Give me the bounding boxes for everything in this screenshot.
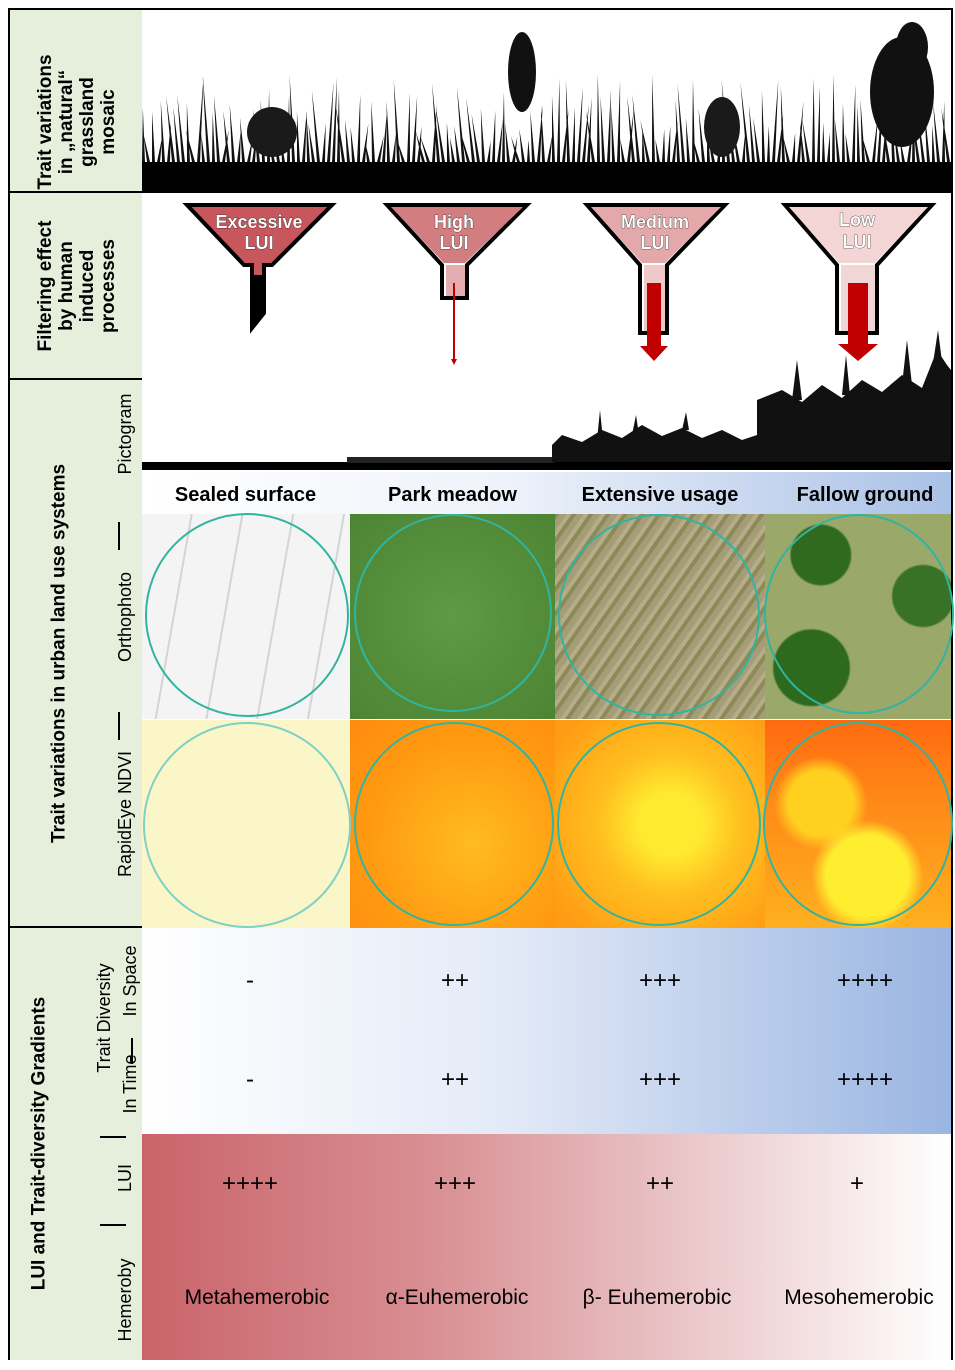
divider	[100, 1224, 126, 1226]
plot-circle	[354, 514, 552, 712]
trait-time-value: -	[246, 1066, 254, 1093]
plot-circle	[763, 722, 953, 926]
label-orthophoto: Orthophoto	[115, 571, 135, 663]
plot-circle	[764, 514, 954, 714]
funnel-label: Excessive	[215, 212, 302, 232]
trait-diversity-band	[142, 928, 951, 1134]
label-in-space: In Space	[120, 945, 140, 1017]
label-in-time: In Time	[120, 1054, 140, 1114]
plot-circle	[354, 722, 554, 926]
column-header-fallow: Fallow ground	[796, 484, 934, 506]
label-line: processes	[98, 239, 119, 334]
label-lui-trait-gradients: LUI and Trait-diversity Gradients	[28, 996, 50, 1291]
hemeroby-value: Metahemerobic	[184, 1286, 330, 1309]
lui-hemeroby-band	[142, 1134, 951, 1360]
lui-value: ++++	[221, 1170, 279, 1197]
column-header-band	[142, 472, 951, 514]
funnel-label: Low	[839, 210, 876, 230]
trait-time-value: ++++	[836, 1066, 894, 1093]
label-trait-diversity: Trait Diversity	[94, 963, 114, 1073]
label-line: induced	[77, 249, 98, 323]
funnel-medium-lui	[582, 203, 730, 361]
funnel-label: LUI	[245, 233, 274, 253]
hemeroby-value: α-Euhemerobic	[385, 1286, 529, 1309]
hemeroby-value: Mesohemerobic	[784, 1286, 934, 1309]
funnel-label: LUI	[843, 232, 872, 252]
divider	[100, 1136, 126, 1138]
lui-value: +++	[433, 1170, 477, 1197]
trait-space-value: ++	[440, 967, 470, 994]
side-cell-filtering: Filtering effect by human induced proces…	[10, 193, 142, 380]
trait-space-value: -	[246, 967, 254, 994]
divider	[118, 522, 120, 550]
label-line: grassland	[77, 77, 98, 167]
trait-space-value: +++	[638, 967, 682, 994]
divider	[118, 712, 120, 740]
label-line: mosaic	[98, 89, 119, 155]
plot-circle	[145, 513, 349, 717]
funnel-label: LUI	[440, 233, 469, 253]
funnel-high-lui	[382, 203, 532, 365]
grassland-silhouette	[142, 22, 951, 193]
lui-value: +	[849, 1170, 864, 1197]
plot-circle	[558, 514, 760, 716]
label-rapideye-ndvi: RapidEye NDVI	[115, 750, 135, 878]
column-header-extensive: Extensive usage	[581, 484, 739, 506]
label-natural-grassland: Trait variations in „natural“ grassland …	[35, 34, 119, 210]
lui-value: ++	[645, 1170, 675, 1197]
trait-space-value: ++++	[836, 967, 894, 994]
label-line: by human	[56, 241, 77, 331]
side-cell-natural: Trait variations in „natural“ grassland …	[10, 10, 142, 193]
funnel-low-lui	[780, 203, 937, 361]
label-lui: LUI	[115, 1164, 135, 1193]
label-urban-trait-variations: Trait variations in urban land use syste…	[48, 463, 70, 844]
column-header-sealed: Sealed surface	[174, 484, 317, 506]
side-cell-urban: Trait variations in urban land use syste…	[10, 380, 142, 928]
label-line: Filtering effect	[35, 220, 56, 352]
label-hemeroby: Hemeroby	[115, 1258, 135, 1342]
column-header-park: Park meadow	[388, 484, 517, 506]
hemeroby-value: β- Euhemerobic	[582, 1286, 732, 1309]
trait-time-value: +++	[638, 1066, 682, 1093]
funnel-label: LUI	[641, 233, 670, 253]
funnel-label: Medium	[621, 212, 689, 232]
funnel-diagram: Excessive LUI High LUI Medium LUI Low LU…	[182, 203, 937, 365]
divider	[131, 1038, 133, 1064]
trait-time-value: ++	[440, 1066, 470, 1093]
pictogram-row	[142, 330, 951, 470]
side-cell-gradients: LUI and Trait-diversity Gradients Trait …	[10, 928, 142, 1360]
label-line: in „natural“	[56, 69, 77, 175]
funnel-label: High	[434, 212, 474, 232]
label-filtering-effect: Filtering effect by human induced proces…	[35, 198, 119, 374]
label-line: Trait variations	[35, 54, 56, 190]
funnel-excessive-lui	[182, 203, 337, 334]
label-pictogram: Pictogram	[115, 393, 135, 475]
plot-circle	[557, 722, 761, 926]
plot-circle	[143, 722, 351, 928]
